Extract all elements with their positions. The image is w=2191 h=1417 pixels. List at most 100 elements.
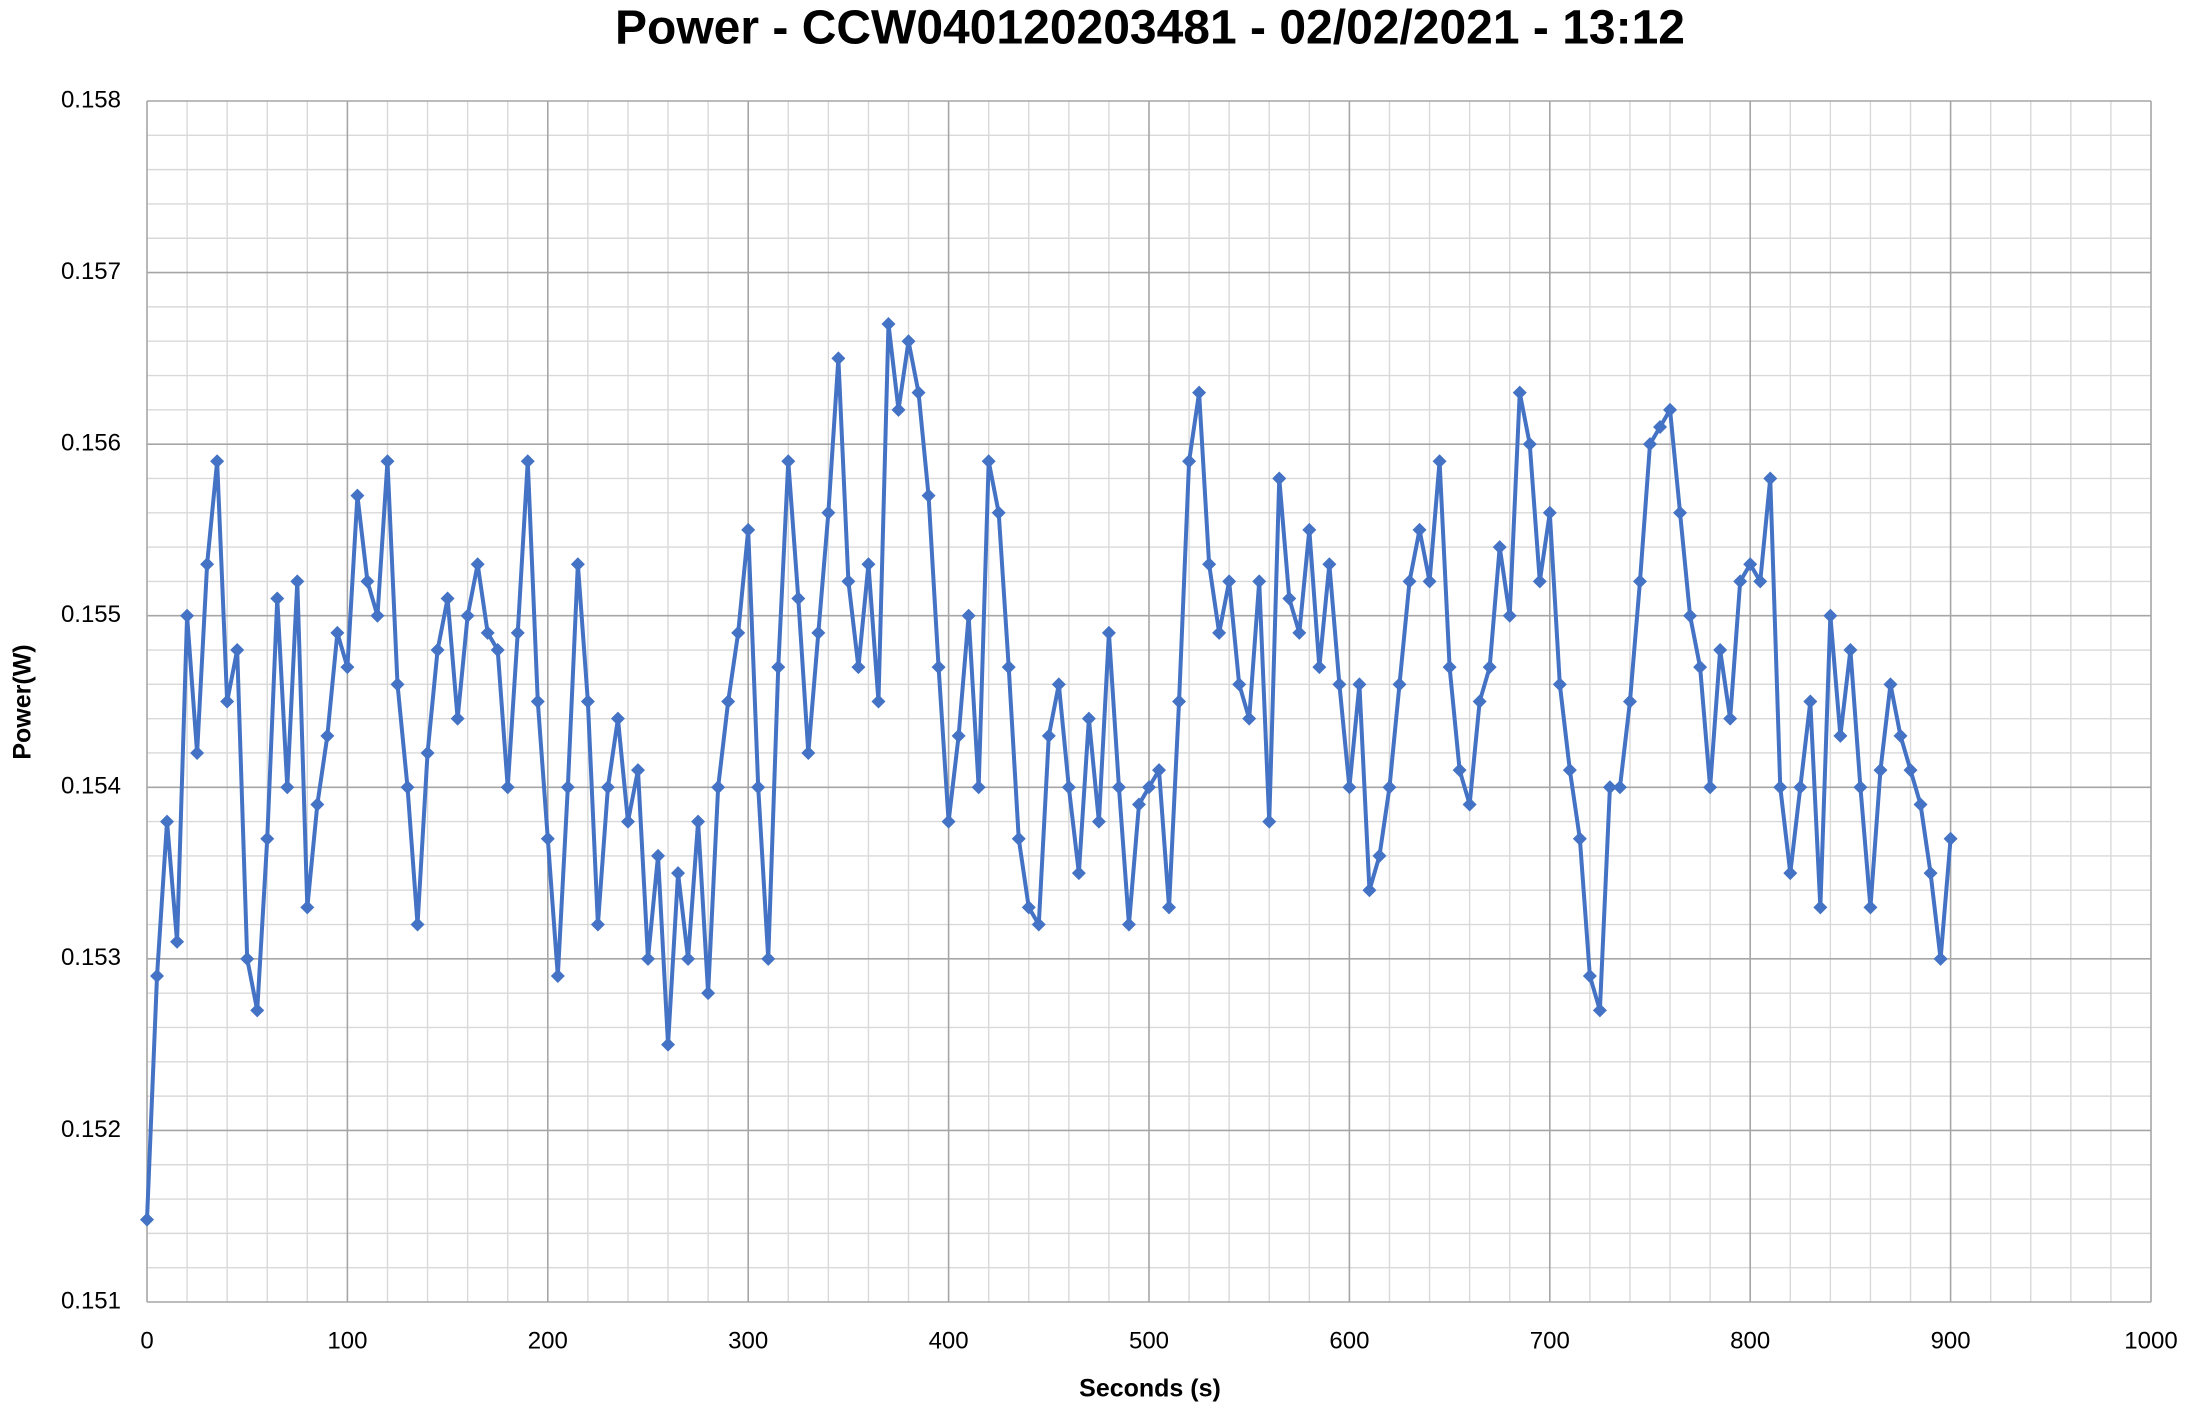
data-point [1041, 728, 1056, 743]
data-point [280, 780, 295, 795]
data-point [1653, 419, 1668, 434]
data-point [380, 454, 395, 469]
data-point [210, 454, 225, 469]
data-point [1472, 694, 1487, 709]
x-tick-label: 0 [140, 1327, 153, 1354]
data-point [701, 986, 716, 1001]
data-point [1382, 780, 1397, 795]
data-point [630, 763, 645, 778]
data-point [891, 402, 906, 417]
data-point [530, 694, 545, 709]
data-point [671, 866, 686, 881]
data-point [1342, 780, 1357, 795]
data-point [1693, 660, 1708, 675]
x-tick-label: 500 [1129, 1327, 1169, 1354]
data-point [460, 608, 475, 623]
data-point [721, 694, 736, 709]
data-point [1131, 797, 1146, 812]
data-point [1172, 694, 1187, 709]
data-point [1512, 385, 1527, 400]
y-axis-label: Power(W) [9, 644, 37, 759]
data-point [1552, 677, 1567, 692]
data-point [1462, 797, 1477, 812]
data-point [1723, 711, 1738, 726]
x-tick-label: 600 [1329, 1327, 1369, 1354]
data-point [350, 488, 365, 503]
data-point [691, 814, 706, 829]
data-point [520, 454, 535, 469]
data-point [871, 694, 886, 709]
data-point [1823, 608, 1838, 623]
data-point [681, 951, 696, 966]
data-point [1482, 660, 1497, 675]
x-tick-label: 700 [1530, 1327, 1570, 1354]
data-point [1091, 814, 1106, 829]
x-tick-label: 1000 [2124, 1327, 2177, 1354]
data-point [771, 660, 786, 675]
data-point [921, 488, 936, 503]
data-point [1643, 437, 1657, 452]
y-tick-label: 0.152 [61, 1116, 121, 1143]
data-point [1933, 951, 1948, 966]
data-point [1873, 763, 1888, 778]
data-point [370, 608, 385, 623]
data-point [1202, 557, 1217, 572]
data-point [1422, 574, 1437, 589]
data-point [1152, 763, 1167, 778]
data-point [360, 574, 375, 589]
data-point [1542, 505, 1557, 520]
data-point [1232, 677, 1247, 692]
data-point [1402, 574, 1417, 589]
data-point [1713, 643, 1728, 658]
data-point [1592, 1003, 1607, 1018]
data-point [220, 694, 235, 709]
data-point [390, 677, 405, 692]
data-point [951, 728, 966, 743]
data-point [170, 934, 185, 949]
data-point [751, 780, 766, 795]
data-point [1833, 728, 1848, 743]
data-point [1081, 711, 1096, 726]
data-point [1522, 437, 1537, 452]
data-point [1562, 763, 1577, 778]
data-point [1683, 608, 1698, 623]
data-point [851, 660, 866, 675]
data-point [651, 848, 666, 863]
data-point [971, 780, 986, 795]
data-point [1272, 471, 1287, 486]
x-tick-label: 100 [327, 1327, 367, 1354]
data-point [641, 951, 655, 966]
data-point [741, 522, 756, 537]
data-point [290, 574, 305, 589]
data-point [580, 694, 595, 709]
data-point [1442, 660, 1457, 675]
data-point [440, 591, 455, 606]
data-point [781, 454, 796, 469]
data-point [1673, 505, 1688, 520]
data-point [1863, 900, 1878, 915]
data-point [1843, 643, 1858, 658]
x-axis-label: Seconds (s) [1079, 1375, 1221, 1403]
data-point [911, 385, 926, 400]
data-point [791, 591, 806, 606]
data-point [1753, 574, 1768, 589]
data-point [540, 831, 555, 846]
data-point [260, 831, 275, 846]
data-point [1502, 608, 1517, 623]
data-point [450, 711, 465, 726]
x-tick-label: 200 [528, 1327, 568, 1354]
data-point [1622, 694, 1637, 709]
data-point [330, 625, 345, 640]
data-point [400, 780, 415, 795]
data-point [320, 728, 335, 743]
data-point [1602, 780, 1617, 795]
data-point [1663, 402, 1678, 417]
data-point [1111, 780, 1126, 795]
data-point [1853, 780, 1868, 795]
data-point [1121, 917, 1136, 932]
data-point [180, 608, 195, 623]
x-tick-label: 800 [1730, 1327, 1770, 1354]
data-point [801, 745, 816, 760]
data-point [1582, 969, 1597, 984]
